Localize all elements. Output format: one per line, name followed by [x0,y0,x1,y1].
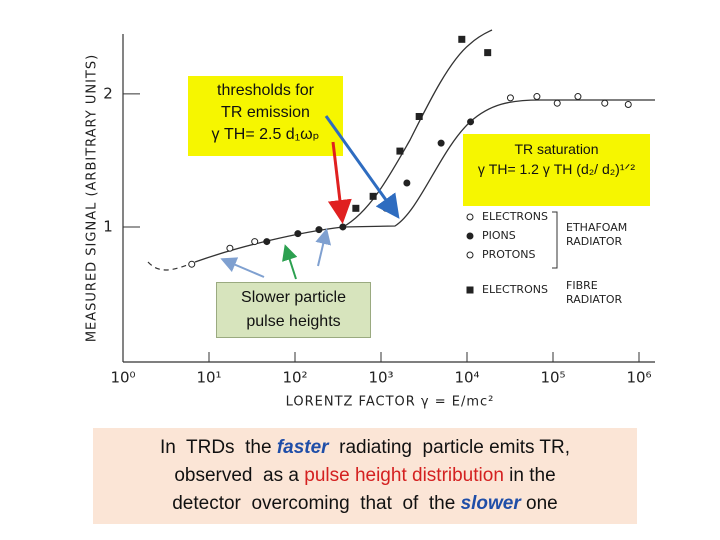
data-point [188,260,196,268]
caption-text: In TRDs the [159,437,277,458]
caption-text: pulse height distribution [304,465,504,486]
caption-text: observed as a [174,465,305,486]
legend-marker [466,251,474,259]
legend-marker [466,286,474,294]
data-point [226,244,234,252]
data-point [533,93,541,101]
data-point [396,147,404,155]
legend-group-label: FIBRE [566,279,598,292]
caption-text: radiating particle emits TR, [328,437,571,458]
data-point [415,112,423,120]
arrow [315,228,332,267]
caption-line: detector overcoming that of the slower o… [93,490,637,518]
note-line: TR saturation [514,141,599,157]
arrow [220,257,265,278]
legend-marker [466,232,474,240]
x-axis-label: LORENTZ FACTOR γ = E/mc² [286,395,495,410]
x-tick-label: 10¹ [196,369,221,387]
caption-line: In TRDs the faster radiating particle em… [93,434,637,462]
y-tick-label: 2 [103,84,113,102]
legend-marker [466,213,474,221]
slower-note: Slower particle pulse heights [216,282,371,338]
data-point [352,204,360,212]
data-point [251,238,259,246]
data-point [624,101,632,109]
caption-line: observed as a pulse height distribution … [93,462,637,490]
y-tick-label: 1 [103,217,113,235]
caption-text: one [520,493,558,514]
data-point [601,99,609,107]
x-tick-label: 10⁰ [110,369,135,387]
data-point [458,35,466,43]
data-point [263,238,271,246]
note-line: thresholds for [217,82,314,99]
y-axis-label: MEASURED SIGNAL (ARBITRARY UNITS) [85,54,100,342]
note-line: TR emission [221,104,310,121]
threshold-note: thresholds for TR emission γ TH= 2.5 d₁ω… [188,76,343,156]
data-point [437,139,445,147]
x-tick-label: 10⁴ [454,369,479,387]
x-tick-label: 10³ [368,369,393,387]
legend-label: ELECTRONS [482,283,548,296]
legend-group-label: ETHAFOAM [566,221,627,234]
data-point [574,93,582,101]
legend-label: PROTONS [482,248,536,261]
data-point [403,179,411,187]
arrow [327,141,352,224]
note-line: γ TH= 1.2 γ TH (d₂/ d₂)¹ᐟ² [477,161,636,177]
data-point [484,49,492,57]
legend-label: ELECTRONS [482,210,548,223]
data-point [553,99,561,107]
data-point [294,230,302,238]
data-point [369,192,377,200]
caption-text: faster [276,437,329,458]
caption: In TRDs the faster radiating particle em… [93,428,637,524]
legend-group-label: RADIATOR [566,235,622,248]
caption-text: detector overcoming that of the [172,493,461,514]
legend-group-label: RADIATOR [566,293,622,306]
saturation-note: TR saturation γ TH= 1.2 γ TH (d₂/ d₂)¹ᐟ² [463,134,650,206]
data-point [467,118,475,126]
legend-label: PIONS [482,229,516,242]
data-point [506,94,514,102]
legend-brace [552,211,558,269]
note-line: Slower particle [241,289,346,306]
arrow [324,115,400,219]
x-tick-label: 10⁶ [626,369,651,387]
x-tick-label: 10² [282,369,307,387]
note-line: pulse heights [246,313,341,330]
x-tick-label: 10⁵ [540,369,565,387]
note-line: γ TH= 2.5 d₁ωₚ [211,126,320,143]
caption-text: slower [460,493,521,514]
arrow [282,244,298,280]
caption-text: in the [503,465,556,486]
